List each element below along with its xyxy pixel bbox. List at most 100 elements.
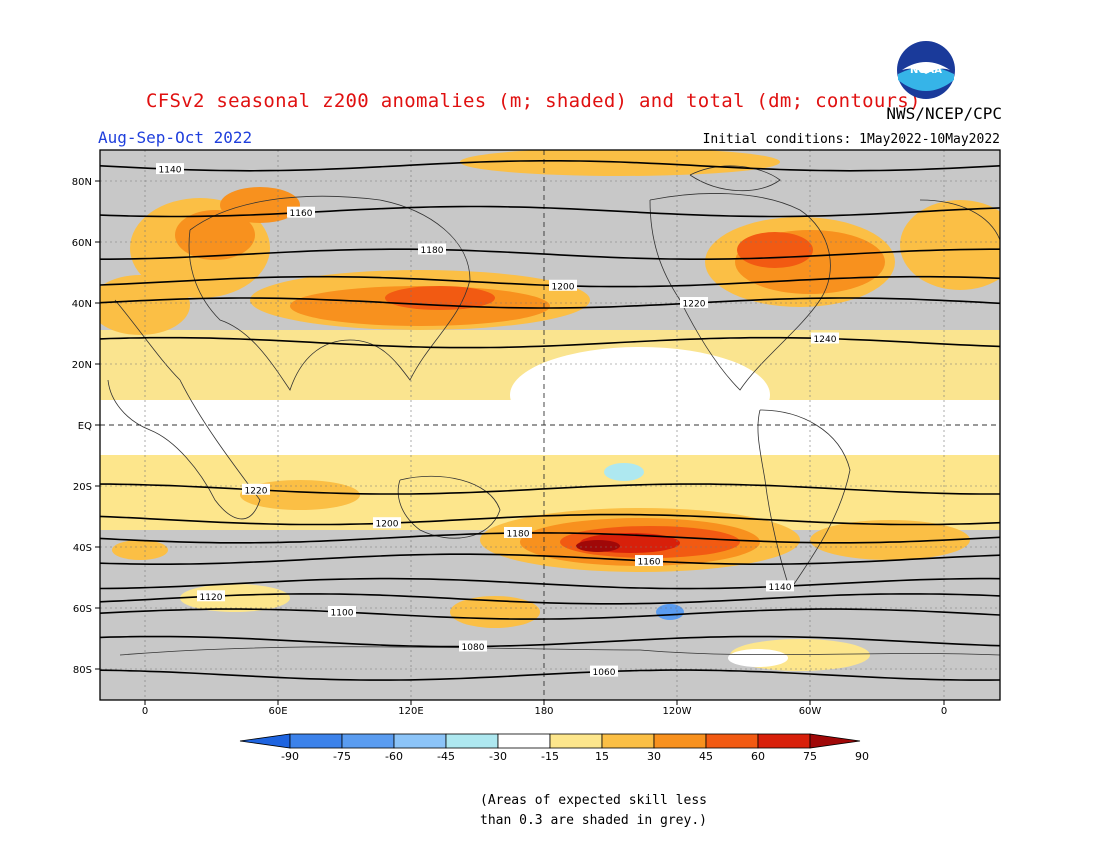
lat-label: 40N	[72, 299, 92, 310]
contour-label-bg	[287, 206, 315, 218]
lat-label: 80N	[72, 177, 92, 188]
contour-label-bg	[156, 163, 184, 175]
contour-label: 1100	[331, 609, 354, 619]
colorbar-label: -60	[385, 750, 403, 763]
contour-line	[100, 513, 1000, 526]
noaa-logo: NOAA	[897, 41, 955, 99]
contour-line	[100, 553, 1000, 565]
lon-label: 60W	[799, 706, 822, 717]
colorbar-label: 75	[803, 750, 817, 763]
colorbar-label: 90	[855, 750, 869, 763]
colorbar-max-arrow	[809, 733, 861, 749]
negative-anomaly-patch	[604, 463, 644, 481]
lat-label: 40S	[73, 543, 92, 554]
contour-label-bg	[590, 665, 618, 677]
contour-line	[100, 593, 1000, 605]
contour-label-bg	[328, 606, 356, 618]
colorbar-label: 45	[699, 750, 713, 763]
contour-label: 1140	[769, 583, 792, 593]
lon-label: 180	[534, 706, 553, 717]
colorbar-segment	[705, 733, 759, 749]
contour-line	[100, 532, 1000, 544]
lon-label: 0	[142, 706, 148, 717]
height-contours: 1140 1160 1180 1200 1220 1240 1220 1200 1180 1160…	[100, 160, 1000, 681]
lat-label: 20S	[73, 482, 92, 493]
contour-label-bg	[766, 580, 794, 592]
atlantic-anomaly	[900, 200, 1000, 290]
colorbar-segment	[289, 733, 343, 749]
skill-note: (Areas of expected skill less than 0.3 a…	[480, 791, 707, 831]
lon-label: 120W	[663, 706, 692, 717]
contour-line	[100, 205, 1000, 218]
lat-label: 80S	[73, 665, 92, 676]
lat-label: EQ	[78, 421, 92, 432]
contour-label-bg	[549, 279, 577, 291]
contour-label-bg	[197, 590, 225, 602]
contour-line	[100, 297, 1000, 309]
contour-label: 1060	[593, 668, 616, 678]
contour-label: 1180	[421, 246, 444, 256]
colorbar-label: 60	[751, 750, 765, 763]
lon-label: 0	[941, 706, 947, 717]
arctic-anomaly	[460, 150, 780, 176]
colorbar: -90 -75 -60 -45 -30 -15 15 30 45 60 75 90	[239, 733, 869, 763]
contour-label-bg	[373, 517, 401, 529]
central-pacific-neutral	[510, 347, 770, 443]
colorbar-min-arrow	[239, 733, 291, 749]
contour-label: 1200	[552, 282, 575, 292]
contour-label-bg	[459, 640, 487, 652]
contour-line	[100, 608, 1000, 620]
contour-label: 1200	[376, 520, 399, 530]
contour-label: 1140	[159, 166, 182, 176]
colorbar-label: -30	[489, 750, 507, 763]
contour-label-bg	[242, 483, 270, 495]
contour-label: 1120	[200, 593, 223, 603]
contour-line	[100, 635, 1000, 648]
contour-label-bg	[680, 297, 708, 309]
contour-label-bg	[418, 243, 446, 255]
longitude-axis: 0 60E 120E 180 120W 60W 0	[142, 700, 947, 717]
colorbar-label: -15	[541, 750, 559, 763]
lon-label: 120E	[398, 706, 423, 717]
colorbar-label: 15	[595, 750, 609, 763]
contour-label: 1160	[638, 558, 661, 568]
skill-note-line-2: than 0.3 are shaded in grey.)	[480, 813, 707, 828]
map-title: CFSv2 seasonal z200 anomalies (m; shaded…	[146, 90, 921, 112]
contour-line	[100, 248, 1000, 260]
contour-line	[100, 669, 1000, 681]
equator-dateline	[100, 150, 1000, 700]
contour-label-bg	[635, 555, 663, 567]
lon-label: 60E	[268, 706, 287, 717]
contour-label-bg	[504, 526, 532, 538]
lat-label: 60S	[73, 604, 92, 615]
colorbar-segment	[757, 733, 811, 749]
lat-label: 20N	[72, 360, 92, 371]
colorbar-segment	[601, 733, 655, 749]
contour-label: 1220	[245, 486, 268, 496]
colorbar-label: -75	[333, 750, 351, 763]
colorbar-label: -90	[281, 750, 299, 763]
map-field: 1140 1160 1180 1200 1220 1240 1220 1200 1180 1160…	[100, 150, 1000, 700]
colorbar-segment	[445, 733, 499, 749]
contour-label: 1240	[814, 335, 837, 345]
initial-conditions: Initial conditions: 1May2022-10May2022	[702, 132, 1000, 147]
lat-label: 60N	[72, 238, 92, 249]
contour-line	[100, 336, 1000, 349]
contour-label: 1080	[462, 643, 485, 653]
skill-note-line-1: (Areas of expected skill less	[480, 793, 707, 808]
contour-label-bg	[811, 332, 839, 344]
colorbar-segment	[549, 733, 603, 749]
agency-label: NWS/NCEP/CPC	[886, 104, 1002, 123]
colorbar-segment	[393, 733, 447, 749]
latitude-axis: 80N 60N 40N 20N EQ 20S 40S 60S 80S	[72, 177, 100, 676]
colorbar-segment	[497, 733, 551, 749]
contour-label: 1160	[290, 209, 313, 219]
negative-anomaly-patch-south	[656, 604, 684, 620]
noaa-logo-text: NOAA	[910, 65, 942, 76]
colorbar-segment	[653, 733, 707, 749]
contour-line	[100, 577, 1000, 590]
colorbar-label: -45	[437, 750, 455, 763]
forecast-period: Aug-Sep-Oct 2022	[98, 128, 253, 147]
colorbar-label: 30	[647, 750, 661, 763]
